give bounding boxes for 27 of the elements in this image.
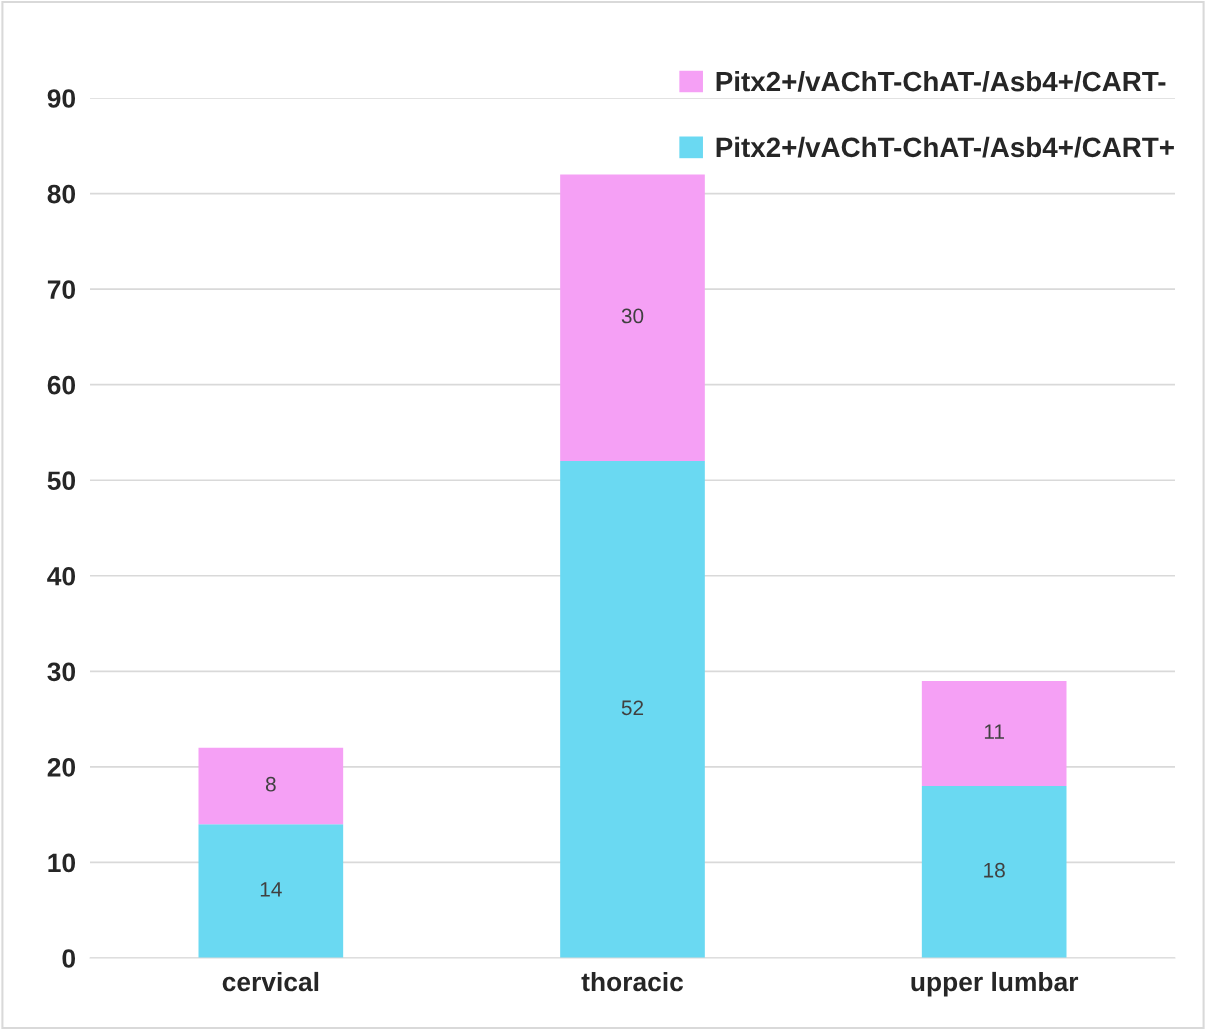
bar [560, 174, 705, 462]
data-label: 8 [265, 776, 276, 792]
y-tick-label: 10 [48, 853, 76, 873]
y-tick-label: 80 [47, 184, 76, 204]
y-tick-label: 20 [47, 758, 76, 777]
y-tick-label: 60 [47, 375, 76, 395]
data-label: 11 [984, 724, 1004, 739]
y-tick-label: 90 [47, 89, 76, 108]
legend-label: Pitx2+/vAChT-ChAT-/Asb4+/CART+ [716, 136, 1174, 158]
bar [198, 747, 344, 825]
y-tick-label: 50 [47, 471, 76, 491]
y-tick-label: 0 [62, 949, 76, 968]
x-tick-label: cervical [222, 971, 319, 992]
legend-label: Pitx2+/vAChT-ChAT-/Asb4+/CART- [716, 70, 1166, 92]
y-tick-label: 30 [47, 662, 76, 682]
bar [921, 680, 1067, 786]
data-label: 30 [621, 308, 644, 324]
bar [560, 461, 705, 958]
bar [921, 786, 1067, 958]
data-label: 18 [984, 862, 1005, 878]
data-label: 14 [260, 882, 282, 897]
bar [198, 824, 344, 958]
data-label: 52 [621, 700, 644, 716]
x-tick-label: upper lumbar [911, 971, 1079, 997]
y-tick-label: 40 [47, 566, 76, 586]
x-tick-label: thoracic [581, 971, 684, 992]
y-tick-label: 70 [47, 280, 76, 299]
